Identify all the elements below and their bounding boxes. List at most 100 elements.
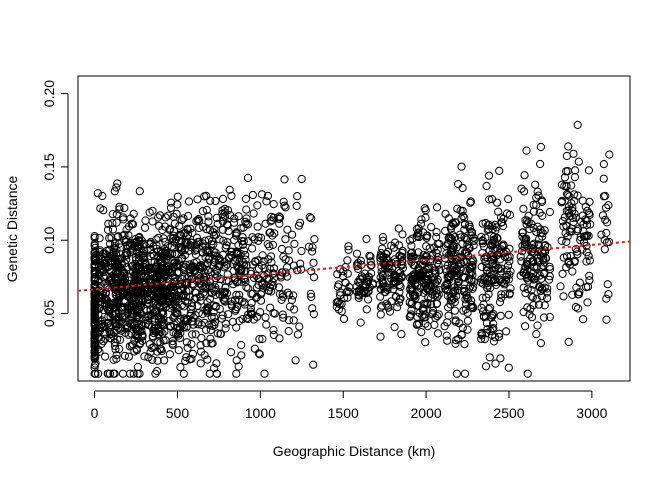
data-point xyxy=(155,344,165,353)
data-point xyxy=(218,250,227,260)
data-point xyxy=(183,238,192,247)
data-point xyxy=(451,218,460,227)
data-point xyxy=(95,297,104,306)
data-point xyxy=(376,332,385,341)
data-point xyxy=(220,287,230,296)
data-point xyxy=(279,197,288,206)
data-point xyxy=(175,221,184,230)
data-point xyxy=(491,278,500,287)
data-point xyxy=(428,310,437,319)
data-point xyxy=(428,276,437,285)
data-point xyxy=(396,294,405,303)
data-point xyxy=(254,264,264,273)
data-point xyxy=(137,236,146,245)
data-point xyxy=(305,213,314,222)
data-point xyxy=(138,296,147,305)
data-point xyxy=(536,225,545,234)
data-point xyxy=(338,272,348,281)
data-point xyxy=(352,260,362,269)
data-point xyxy=(484,225,493,234)
data-point xyxy=(280,175,289,184)
data-point xyxy=(144,353,153,362)
data-point xyxy=(215,235,224,244)
data-point xyxy=(187,354,196,363)
data-point xyxy=(532,294,541,303)
data-point xyxy=(457,214,466,223)
data-point xyxy=(140,352,149,361)
data-point xyxy=(196,359,205,368)
data-point xyxy=(602,294,611,303)
data-point xyxy=(557,236,566,245)
data-point xyxy=(191,311,200,320)
data-point xyxy=(456,233,465,242)
data-point xyxy=(244,310,253,319)
data-point xyxy=(605,150,614,159)
data-point xyxy=(293,192,302,201)
data-point xyxy=(340,294,349,303)
data-point xyxy=(111,345,120,354)
data-point xyxy=(363,278,372,287)
data-point xyxy=(162,268,171,277)
data-point xyxy=(101,255,110,264)
data-point xyxy=(481,233,490,242)
data-point xyxy=(220,288,229,297)
data-point xyxy=(352,249,362,258)
data-point xyxy=(523,265,532,274)
data-point xyxy=(460,340,469,349)
data-point xyxy=(256,308,265,317)
data-point xyxy=(158,321,167,330)
data-point xyxy=(166,291,175,300)
data-point xyxy=(480,335,489,344)
data-point xyxy=(264,286,273,295)
data-point xyxy=(262,197,271,206)
data-point xyxy=(379,236,388,245)
data-point xyxy=(489,309,498,319)
data-point xyxy=(433,312,442,321)
data-point xyxy=(478,293,487,302)
data-point xyxy=(490,276,499,285)
data-point xyxy=(469,282,478,291)
data-point xyxy=(188,228,197,238)
x-axis: 0 500 1000 1500 2000 2500 3000 xyxy=(91,390,608,421)
data-point xyxy=(530,248,539,257)
data-point xyxy=(279,252,288,261)
data-point xyxy=(539,313,549,322)
data-point xyxy=(223,238,232,247)
data-point xyxy=(162,249,171,258)
data-point xyxy=(453,286,462,295)
data-point xyxy=(94,310,103,319)
data-point xyxy=(540,268,549,277)
data-point xyxy=(263,191,272,200)
data-point xyxy=(120,297,129,307)
data-point xyxy=(562,252,572,261)
data-point xyxy=(540,258,549,267)
data-point xyxy=(208,237,217,246)
data-point xyxy=(356,318,365,327)
data-point xyxy=(236,224,245,233)
data-point xyxy=(543,243,552,252)
data-point xyxy=(412,224,421,233)
data-point xyxy=(242,283,251,292)
data-point xyxy=(132,289,142,298)
data-point xyxy=(411,280,420,289)
data-point xyxy=(520,187,529,196)
data-point xyxy=(492,280,501,289)
data-point xyxy=(280,201,289,210)
data-point xyxy=(198,207,207,216)
data-point xyxy=(204,212,213,221)
data-point xyxy=(450,218,460,227)
data-point xyxy=(433,275,442,284)
data-point xyxy=(269,200,278,209)
data-point xyxy=(506,284,515,293)
data-point xyxy=(601,215,610,224)
data-point xyxy=(159,315,168,324)
data-point xyxy=(376,292,385,301)
data-point xyxy=(489,255,498,264)
data-point xyxy=(132,326,141,335)
data-point xyxy=(536,159,545,169)
data-point xyxy=(143,273,152,282)
data-point xyxy=(376,310,385,319)
y-tick-label: 0.10 xyxy=(41,226,57,253)
data-point xyxy=(463,293,472,302)
data-point xyxy=(172,209,181,218)
